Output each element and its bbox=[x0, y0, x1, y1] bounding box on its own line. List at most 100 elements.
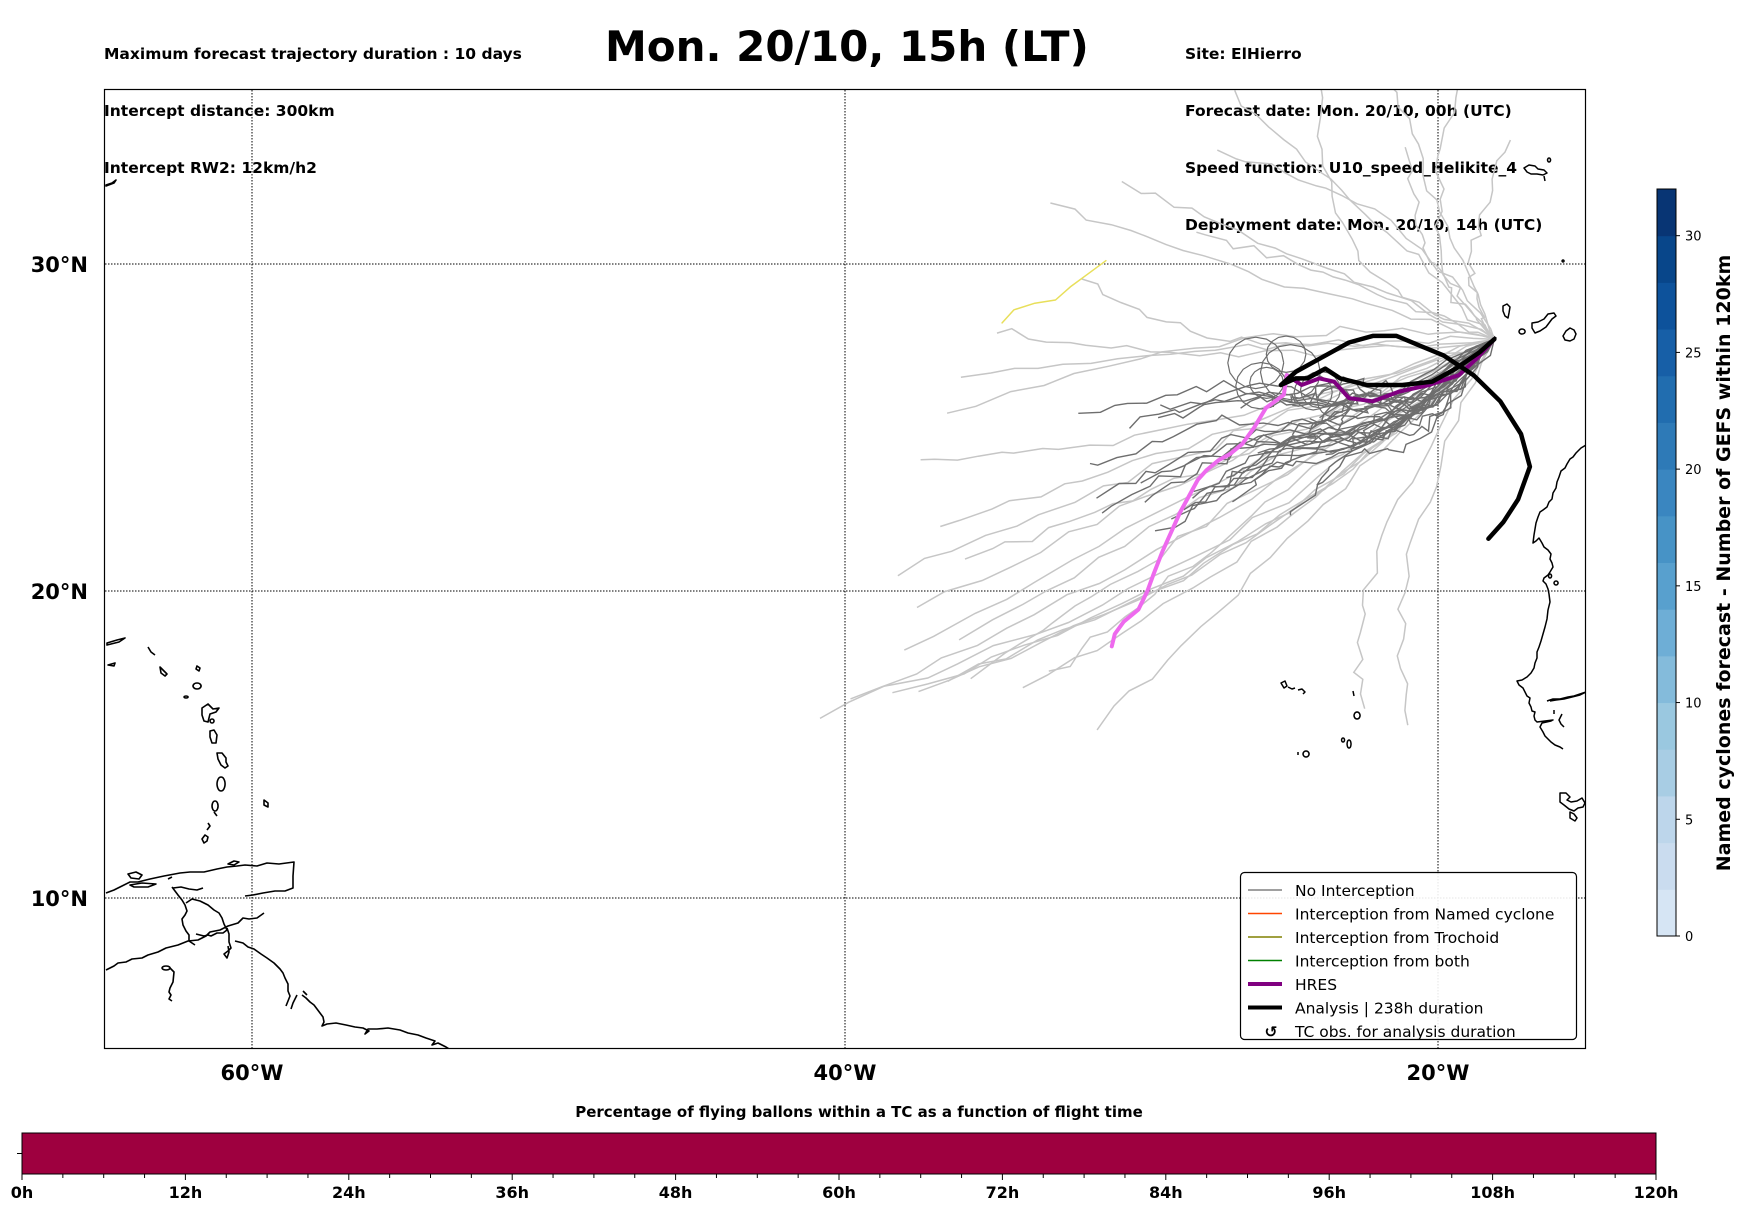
header-left-info: Maximum forecast trajectory duration : 1… bbox=[104, 7, 522, 197]
coastline bbox=[216, 776, 226, 792]
strip-tick-label: 84h bbox=[1149, 1183, 1183, 1202]
coastline bbox=[185, 898, 228, 937]
coastline bbox=[1547, 573, 1565, 728]
trajectory-no-interception bbox=[1089, 338, 1495, 466]
coastline bbox=[223, 927, 232, 959]
colorbar-level bbox=[1657, 655, 1676, 704]
coastline bbox=[227, 860, 240, 866]
trajectory-no-interception bbox=[1316, 338, 1495, 486]
colorbar-level bbox=[1657, 609, 1676, 657]
coastline bbox=[1561, 259, 1565, 263]
coastline bbox=[234, 940, 291, 1007]
coastline bbox=[1280, 680, 1306, 695]
coastline bbox=[1516, 444, 1585, 750]
coastline bbox=[1559, 792, 1585, 822]
coastline bbox=[171, 886, 196, 946]
coastline bbox=[105, 912, 265, 971]
legend-label: Interception from Trochoid bbox=[1295, 929, 1499, 947]
coastline bbox=[161, 965, 171, 971]
strip-tick-label: 48h bbox=[659, 1183, 693, 1202]
trajectory-no-interception bbox=[1121, 180, 1495, 340]
strip-tick-label: 24h bbox=[332, 1183, 366, 1202]
coastline bbox=[106, 637, 126, 667]
series-analysis bbox=[1278, 333, 1533, 541]
map-tick-labels: 60°W 40°W 20°W 30°N 20°N 10°N bbox=[31, 253, 1470, 1085]
colorbar-tick-label: 15 bbox=[1685, 580, 1702, 595]
legend-label: No Interception bbox=[1295, 882, 1415, 900]
main-trajectories bbox=[1001, 259, 1533, 649]
trajectory-no-interception bbox=[970, 338, 1495, 680]
coastline bbox=[263, 799, 269, 808]
y-tick-label: 30°N bbox=[31, 253, 88, 277]
coastline bbox=[1546, 691, 1585, 702]
strip-tick-label: 0h bbox=[11, 1183, 34, 1202]
colorbar-tick-label: 30 bbox=[1685, 230, 1702, 245]
map-frame bbox=[103, 88, 1587, 1050]
coastline bbox=[290, 990, 450, 1048]
colorbar: 0 5 10 15 20 25 30 Named cyclones forecast - Nu… bbox=[1656, 188, 1735, 945]
trajectory-no-interception bbox=[916, 338, 1495, 609]
trajectory-no-interception bbox=[1404, 146, 1495, 340]
coastline bbox=[201, 834, 209, 844]
colorbar-level bbox=[1657, 329, 1676, 377]
strip-tick-label: 36h bbox=[495, 1183, 529, 1202]
colorbar-title: Named cyclones forecast - Number of GEFS… bbox=[1713, 255, 1735, 872]
strip-title: Percentage of flying ballons within a TC… bbox=[575, 1103, 1143, 1121]
coastline bbox=[1531, 312, 1557, 334]
trajectory-no-interception bbox=[1291, 338, 1495, 436]
legend-label: Interception from both bbox=[1295, 953, 1470, 971]
colorbar-level bbox=[1657, 562, 1676, 610]
colorbar-level bbox=[1657, 515, 1676, 563]
coastline bbox=[168, 967, 175, 1002]
coastline bbox=[105, 179, 117, 187]
trajectory-no-interception bbox=[1312, 338, 1495, 429]
x-tick-label: 40°W bbox=[814, 1061, 877, 1085]
trajectory-no-interception bbox=[1171, 338, 1495, 520]
trajectory-loop bbox=[1227, 336, 1285, 390]
trajectory-no-interception bbox=[920, 338, 1495, 461]
colorbar-level bbox=[1657, 282, 1676, 330]
coastline bbox=[183, 665, 202, 699]
trajectory-no-interception bbox=[1050, 202, 1495, 340]
trajectory-no-interception bbox=[940, 338, 1495, 528]
colorbar-level bbox=[1657, 889, 1676, 937]
coastline bbox=[167, 876, 173, 880]
coastline bbox=[105, 861, 295, 897]
coastline bbox=[127, 871, 157, 888]
info-deployment-date: Deployment date: Mon. 20/10, 14h (UTC) bbox=[1185, 216, 1543, 234]
colorbar-level bbox=[1657, 702, 1676, 750]
legend: No Interception Interception from Named c… bbox=[1239, 871, 1578, 1041]
colorbar-level bbox=[1657, 842, 1676, 890]
strip-tick-label: 120h bbox=[1634, 1183, 1679, 1202]
series-hres-continuation bbox=[1109, 373, 1289, 649]
trajectory-no-interception bbox=[1393, 90, 1495, 340]
coastline bbox=[206, 800, 219, 831]
colorbar-level bbox=[1657, 375, 1676, 423]
trajectory-no-interception bbox=[897, 338, 1495, 577]
coastline bbox=[1562, 327, 1577, 342]
legend-label: TC obs. for analysis duration bbox=[1294, 1023, 1516, 1041]
coastline bbox=[1297, 690, 1361, 758]
ensemble-trajectories-dark bbox=[1078, 335, 1495, 532]
x-tick-label: 20°W bbox=[1407, 1061, 1470, 1085]
main-title: Mon. 20/10, 15h (LT) bbox=[605, 22, 1089, 71]
colorbar-level bbox=[1657, 469, 1676, 517]
info-site: Site: ElHierro bbox=[1185, 45, 1302, 63]
legend-label: HRES bbox=[1295, 976, 1337, 994]
coastline bbox=[201, 703, 220, 724]
coastline bbox=[1518, 328, 1526, 335]
coastlines bbox=[105, 179, 450, 1048]
series-trochoid-yellow- bbox=[1001, 259, 1107, 324]
coastline bbox=[216, 752, 229, 769]
trajectory-no-interception bbox=[1193, 338, 1495, 493]
trajectory-no-interception bbox=[819, 338, 1495, 720]
coastline bbox=[147, 646, 168, 677]
info-intercept-rw2: Intercept RW2: 12km/h2 bbox=[104, 159, 317, 177]
strip-tick-label: 96h bbox=[1312, 1183, 1346, 1202]
trajectory-no-interception bbox=[1196, 231, 1495, 340]
coastlines-east bbox=[1280, 157, 1585, 822]
coastline bbox=[1502, 303, 1511, 319]
y-tick-label: 20°N bbox=[31, 580, 88, 604]
strip-tick-label: 60h bbox=[822, 1183, 856, 1202]
